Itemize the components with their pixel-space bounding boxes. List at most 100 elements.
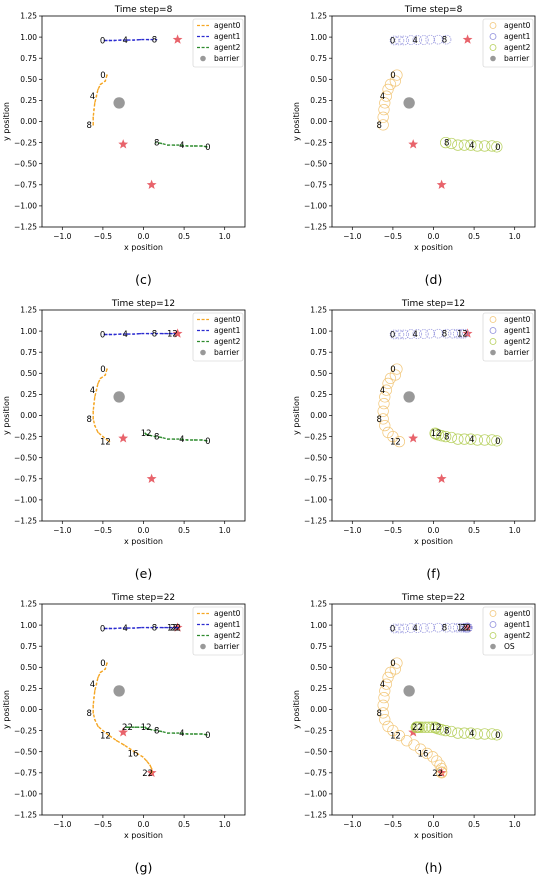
agent2-step-label: 0 [205, 143, 210, 153]
agent0-point [108, 734, 111, 737]
agent0-point [95, 389, 98, 391]
x-tick-label: 0.0 [428, 526, 440, 535]
y-tick-label: 0.00 [20, 411, 37, 420]
agent1-footprint [399, 329, 410, 340]
y-axis-label: y position [2, 102, 11, 141]
subfigure-label: (c) [135, 272, 152, 287]
agent1-footprint [418, 623, 429, 633]
legend-swatch [490, 349, 496, 356]
goal-star-0 [462, 622, 473, 632]
agent2-point [186, 439, 189, 441]
agent0-footprint [414, 743, 427, 755]
x-tick-label: −0.5 [384, 820, 402, 829]
legend-label: agent2 [504, 631, 531, 640]
agent1-footprint [418, 35, 429, 45]
agent2-footprint [430, 428, 442, 440]
agent1-step-label: 0 [390, 624, 395, 634]
agent1-point [155, 332, 158, 335]
legend-swatch [489, 327, 497, 334]
x-tick-label: −0.5 [384, 232, 402, 241]
panel-f: Time step=12 −1.0 −0.5 0.0 0.5 1.0 1.25 1.00 0.7… [292, 299, 536, 581]
agent1-point [103, 333, 106, 336]
agent1-footprint [433, 622, 444, 633]
y-tick-label: −0.75 [304, 181, 327, 190]
agent2-point [150, 434, 153, 437]
agent2-step-label: 0 [205, 437, 210, 447]
y-axis-label: y position [2, 690, 11, 729]
agent0-point [136, 752, 138, 755]
goal-star-1 [118, 727, 129, 737]
x-tick-label: −1.0 [53, 232, 71, 241]
y-tick-label: −1.00 [14, 496, 37, 505]
subfigure-label: (f) [426, 566, 440, 581]
x-tick-label: −1.0 [53, 526, 71, 535]
agent1-footprint [394, 623, 405, 634]
agent0-point [115, 739, 118, 742]
y-tick-label: −1.25 [304, 517, 327, 526]
legend-swatch [200, 643, 206, 650]
goal-star-0 [172, 328, 183, 338]
x-tick-label: 1.0 [219, 526, 231, 535]
agent2-footprint [471, 140, 483, 152]
agent2-point [180, 438, 182, 440]
agent2-footprint [458, 433, 470, 445]
agent0-step-label: 8 [86, 121, 91, 131]
goal-star-1 [408, 433, 419, 443]
x-tick-label: −0.5 [94, 820, 112, 829]
y-tick-label: −1.00 [304, 202, 327, 211]
agent1-footprint [433, 34, 444, 45]
y-tick-label: 0.50 [20, 75, 37, 84]
agent0-point [99, 83, 102, 86]
y-tick-label: −0.50 [304, 159, 327, 168]
y-tick-label: 1.25 [310, 306, 327, 315]
agent0-point [149, 764, 151, 767]
y-tick-label: −0.50 [14, 747, 37, 756]
agent2-point [154, 729, 157, 732]
agent2-footprint [479, 728, 491, 740]
agent0-footprint [391, 363, 403, 375]
agent1-footprint [457, 622, 467, 633]
agent2-step-label: 12 [141, 429, 152, 439]
agent1-step-label: 8 [442, 624, 447, 634]
legend-label: agent0 [504, 609, 531, 618]
agent2-step-label: 4 [469, 729, 474, 739]
agent0-footprint [391, 69, 403, 81]
agent1-footprint [441, 34, 452, 45]
agent1-step-label: 4 [413, 36, 418, 46]
legend-label: agent1 [504, 326, 531, 335]
agent0-point [93, 718, 96, 721]
agent0-step-label: 8 [86, 709, 91, 719]
agent0-point [129, 748, 132, 750]
barrier-marker [403, 97, 415, 109]
agent0-point [95, 683, 98, 685]
agent1-point [119, 333, 122, 335]
y-tick-label: −1.25 [304, 811, 327, 820]
agent0-footprint [384, 666, 397, 678]
agent1-footprint [389, 35, 400, 46]
y-tick-label: 0.50 [310, 369, 327, 378]
legend-box [482, 606, 534, 656]
panel-c: Time step=8 −1.0 −0.5 0.0 0.5 1.0 1.25 1.00 0.75… [2, 5, 246, 287]
agent1-point [139, 38, 142, 41]
y-tick-label: −0.75 [14, 475, 37, 484]
y-tick-label: 1.25 [20, 600, 37, 609]
agent0-footprint [427, 751, 439, 763]
agent1-footprint [418, 329, 429, 339]
agent1-point [167, 332, 169, 335]
agent0-point [92, 410, 94, 413]
agent0-footprint [382, 83, 394, 96]
agent0-point [92, 116, 94, 119]
agent2-point [167, 732, 169, 734]
plot-content: 0 4 8 0 4 8 0 4 8 [376, 34, 503, 189]
agent1-footprint [399, 35, 410, 46]
agent0-step-label: 4 [90, 680, 95, 690]
agent0-point [104, 80, 107, 82]
agent1-step-label: 4 [123, 36, 128, 46]
subfigure-label: (d) [425, 272, 443, 287]
agent2-point [131, 726, 133, 729]
agent0-point [93, 396, 96, 398]
subfigure-label: (g) [135, 860, 153, 875]
agent2-step-label: 0 [495, 731, 500, 741]
x-axis-label: x position [124, 537, 163, 546]
agent1-step-label: 0 [390, 36, 395, 46]
